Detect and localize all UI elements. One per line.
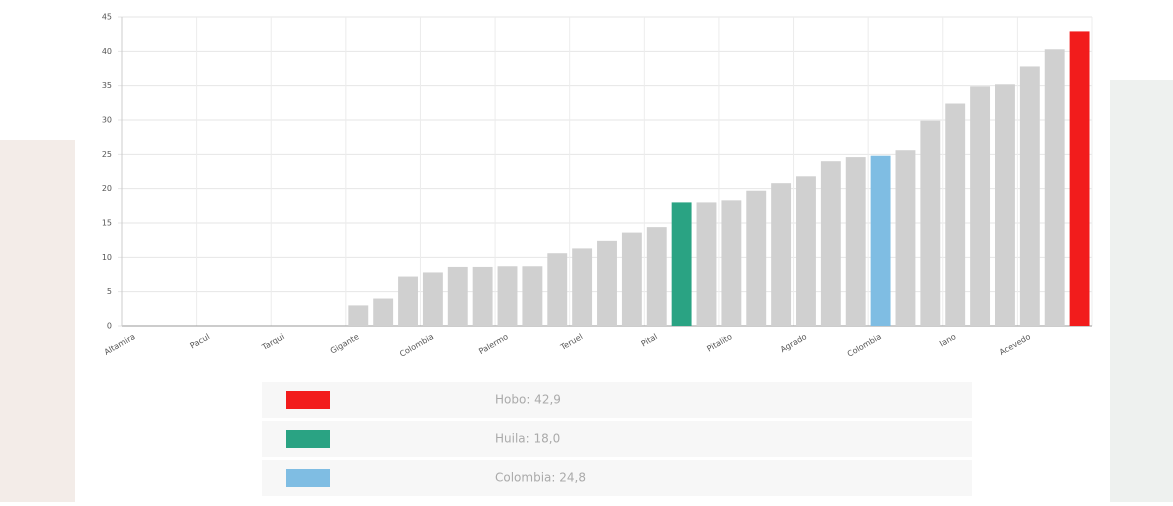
bar — [671, 202, 692, 326]
bar — [646, 227, 667, 326]
bar — [547, 253, 568, 326]
y-tick-label: 10 — [102, 253, 112, 262]
y-tick-label: 25 — [102, 150, 112, 159]
bar — [820, 161, 841, 326]
y-tick-label: 45 — [102, 13, 112, 22]
bar — [1019, 66, 1040, 326]
bar — [920, 120, 941, 326]
legend: Hobo: 42,9 Huila: 18,0 Colombia: 24,8 — [262, 382, 972, 496]
bar — [845, 157, 866, 326]
bar — [696, 202, 717, 326]
legend-swatch — [286, 391, 330, 409]
legend-row — [262, 421, 972, 457]
bar — [398, 276, 418, 326]
bar — [970, 86, 991, 326]
bar — [447, 266, 468, 326]
bar — [373, 298, 394, 326]
legend-label: Hobo: 42,9 — [495, 393, 561, 407]
y-tick-label: 35 — [102, 81, 112, 90]
bar — [497, 266, 518, 326]
bar — [597, 240, 617, 326]
y-tick-label: 5 — [107, 287, 112, 296]
bar — [1069, 31, 1090, 326]
bar — [945, 103, 966, 327]
y-tick-label: 15 — [102, 219, 112, 228]
bar — [621, 232, 642, 326]
y-tick-label: 20 — [102, 184, 112, 193]
legend-swatch — [286, 430, 330, 448]
bar — [422, 272, 443, 326]
background-photo — [0, 140, 75, 502]
bar — [895, 150, 916, 326]
bar — [995, 84, 1015, 326]
bar — [472, 266, 493, 326]
bar — [796, 176, 816, 326]
y-tick-label: 40 — [102, 47, 112, 56]
bar — [348, 305, 369, 326]
bar — [522, 266, 543, 326]
legend-label: Huila: 18,0 — [495, 432, 560, 446]
y-tick-label: 30 — [102, 116, 112, 125]
bar — [771, 183, 792, 326]
legend-label: Colombia: 24,8 — [495, 471, 586, 485]
bar — [870, 155, 891, 326]
legend-row — [262, 460, 972, 496]
bar — [746, 190, 767, 326]
bar — [721, 200, 742, 326]
y-tick-label: 0 — [107, 322, 112, 331]
bar — [572, 248, 593, 326]
background-photo — [1110, 80, 1173, 502]
legend-row — [262, 382, 972, 418]
bar — [1044, 49, 1065, 326]
legend-swatch — [286, 469, 330, 487]
